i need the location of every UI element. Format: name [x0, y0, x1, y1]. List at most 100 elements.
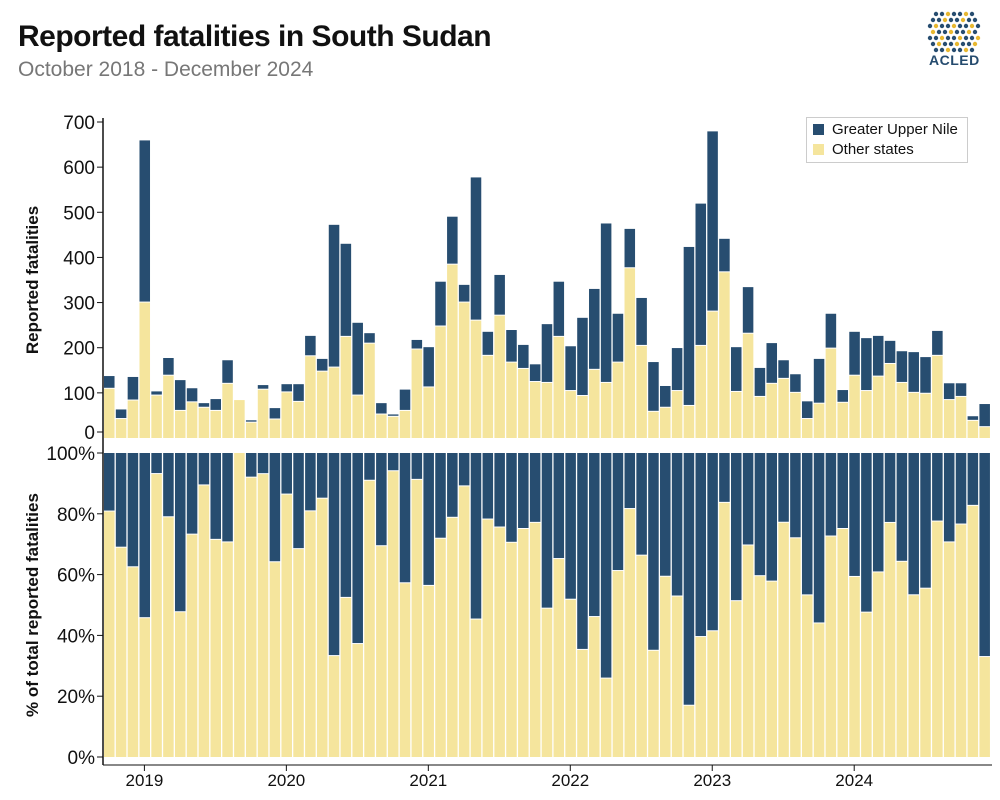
bar-other-states-2022-10 [671, 391, 683, 438]
pct-bar-greater-upper-nile-2024-09 [943, 453, 955, 542]
bar-greater-upper-nile-2020-03 [305, 335, 316, 356]
pct-bar-greater-upper-nile-2024-12 [979, 453, 990, 657]
pct-bar-other-states-2021-02 [435, 538, 446, 757]
pct-bar-greater-upper-nile-2020-06 [340, 453, 352, 597]
bar-greater-upper-nile-2020-04 [316, 358, 328, 371]
logo-dot [960, 17, 966, 23]
pct-bar-greater-upper-nile-2024-03 [872, 453, 884, 572]
bar-greater-upper-nile-2019-11 [257, 385, 269, 389]
bar-greater-upper-nile-2023-09 [801, 401, 813, 419]
pct-bar-greater-upper-nile-2021-02 [435, 453, 446, 538]
bar-greater-upper-nile-2022-12 [695, 203, 707, 345]
x-tick-label: 2019 [125, 771, 163, 790]
logo-dot [942, 41, 948, 47]
bar-other-states-2020-12 [411, 349, 423, 438]
pct-bar-other-states-2019-05 [186, 534, 198, 757]
bar-greater-upper-nile-2020-05 [328, 224, 340, 367]
logo-dot [957, 11, 963, 17]
bar-other-states-2024-08 [932, 355, 943, 438]
pct-bar-other-states-2023-01 [707, 631, 718, 757]
logo-dot [957, 23, 963, 29]
bar-greater-upper-nile-2021-03 [447, 216, 458, 264]
pct-bar-greater-upper-nile-2024-06 [908, 453, 919, 595]
bar-other-states-2024-01 [849, 375, 860, 438]
acled-logo-text: ACLED [929, 52, 980, 68]
bar-other-states-2019-10 [245, 422, 257, 438]
logo-dot [969, 47, 975, 53]
bar-other-states-2022-09 [660, 407, 671, 438]
bar-other-states-2022-05 [612, 362, 624, 438]
pct-y-tick-label: 0% [68, 748, 96, 769]
logo-dot [951, 47, 957, 53]
pct-bar-greater-upper-nile-2022-12 [695, 453, 707, 637]
legend-label: Greater Upper Nile [832, 121, 958, 138]
pct-bar-other-states-2020-03 [305, 511, 316, 757]
bar-greater-upper-nile-2022-01 [565, 346, 576, 391]
bar-other-states-2018-10 [104, 388, 115, 438]
logo-dot [969, 35, 975, 41]
bar-greater-upper-nile-2021-11 [541, 324, 553, 382]
bar-greater-upper-nile-2021-08 [506, 330, 517, 362]
bar-other-states-2019-07 [210, 410, 221, 438]
pct-bar-other-states-2021-12 [553, 559, 565, 757]
pct-bar-greater-upper-nile-2024-05 [896, 453, 908, 561]
pct-bar-other-states-2020-11 [399, 583, 411, 757]
logo-dot [960, 29, 966, 35]
pct-bar-other-states-2020-05 [328, 656, 340, 757]
bar-greater-upper-nile-2021-02 [435, 281, 446, 326]
logo-dot [975, 35, 981, 41]
pct-bar-greater-upper-nile-2019-12 [269, 453, 281, 562]
bar-greater-upper-nile-2024-01 [849, 331, 860, 375]
pct-bar-greater-upper-nile-2020-05 [328, 453, 340, 656]
pct-bar-other-states-2024-04 [884, 522, 896, 757]
pct-bar-greater-upper-nile-2023-10 [813, 453, 825, 623]
pct-bar-greater-upper-nile-2024-10 [955, 453, 967, 524]
bar-greater-upper-nile-2019-03 [163, 358, 174, 375]
bar-greater-upper-nile-2022-06 [624, 228, 636, 268]
pct-bar-other-states-2024-10 [955, 524, 967, 757]
top-bars [104, 131, 990, 438]
pct-bar-other-states-2019-02 [151, 474, 162, 757]
pct-bar-greater-upper-nile-2019-03 [163, 453, 174, 517]
legend-swatch [813, 144, 824, 155]
logo-dot [933, 23, 939, 29]
bar-other-states-2022-08 [648, 411, 659, 438]
pct-bar-greater-upper-nile-2018-11 [115, 453, 127, 547]
logo-dot [939, 47, 945, 53]
pct-bar-other-states-2021-09 [518, 529, 529, 757]
bar-other-states-2019-03 [163, 375, 174, 438]
bar-greater-upper-nile-2021-12 [553, 281, 565, 336]
bar-other-states-2021-01 [423, 387, 434, 438]
pct-bar-other-states-2021-06 [482, 519, 494, 757]
bar-other-states-2020-09 [376, 414, 387, 438]
logo-dot [933, 47, 939, 53]
chart-subtitle: October 2018 - December 2024 [18, 58, 314, 81]
logo-dot [936, 41, 942, 47]
bar-other-states-2023-07 [778, 378, 789, 438]
logo-dot [945, 35, 951, 41]
pct-bar-other-states-2021-04 [458, 486, 470, 757]
pct-bar-other-states-2024-02 [861, 612, 872, 757]
top-y-axis-label: Reported fatalities [23, 206, 42, 354]
pct-bar-other-states-2020-07 [352, 644, 363, 757]
pct-bar-greater-upper-nile-2020-11 [399, 453, 411, 583]
logo-dot [951, 23, 957, 29]
pct-bar-greater-upper-nile-2022-06 [624, 453, 636, 509]
bar-greater-upper-nile-2023-10 [813, 358, 825, 403]
logo-dot [933, 35, 939, 41]
bar-other-states-2024-07 [920, 393, 931, 438]
logo-dot [945, 11, 951, 17]
pct-bar-other-states-2022-04 [600, 678, 612, 757]
logo-dot [963, 11, 969, 17]
bar-other-states-2023-04 [742, 333, 754, 438]
bar-other-states-2024-03 [872, 376, 884, 438]
bar-other-states-2019-06 [198, 407, 210, 438]
pct-bar-greater-upper-nile-2023-01 [707, 453, 718, 631]
bar-other-states-2024-12 [979, 427, 990, 438]
pct-bar-greater-upper-nile-2019-11 [257, 453, 269, 474]
bar-greater-upper-nile-2024-02 [861, 338, 872, 391]
bar-other-states-2022-04 [600, 382, 612, 438]
bar-greater-upper-nile-2021-10 [529, 364, 541, 382]
pct-bar-greater-upper-nile-2021-04 [458, 453, 470, 486]
